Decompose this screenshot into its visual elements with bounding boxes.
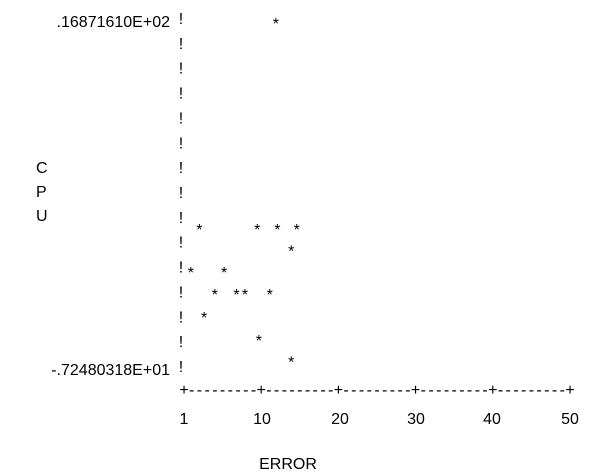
y-axis-mark: !	[179, 185, 183, 202]
x-axis-dash: -	[513, 382, 518, 399]
x-tick-label-5: 50	[561, 411, 579, 428]
x-tick-label-4: 40	[483, 411, 501, 428]
x-axis-dash: -	[282, 382, 287, 399]
data-point: *	[256, 333, 262, 350]
x-axis-dash: -	[374, 382, 379, 399]
x-axis-dash: -	[428, 382, 433, 399]
data-point: *	[254, 222, 260, 239]
data-point: *	[233, 287, 239, 304]
data-point: *	[274, 222, 280, 239]
x-axis-dash: -	[521, 382, 526, 399]
data-point: *	[288, 244, 294, 261]
y-axis-label-u: U	[36, 208, 48, 225]
x-axis-dash: -	[475, 382, 480, 399]
x-axis-dash: -	[498, 382, 503, 399]
x-axis-dash: -	[560, 382, 565, 399]
x-axis-dash: -	[452, 382, 457, 399]
y-axis-mark: !	[179, 235, 183, 252]
x-axis-tick-mark: +	[488, 382, 497, 399]
x-axis-dash: -	[343, 382, 348, 399]
x-axis-dash: -	[266, 382, 271, 399]
x-axis-dash: -	[552, 382, 557, 399]
x-axis-dash: -	[328, 382, 333, 399]
y-axis-mark: !	[179, 359, 183, 376]
x-axis-dash: -	[235, 382, 240, 399]
x-axis-dash: -	[529, 382, 534, 399]
x-axis-dash: -	[467, 382, 472, 399]
y-axis-mark: !	[179, 260, 183, 277]
x-axis-dash: -	[243, 382, 248, 399]
x-axis-dash: -	[421, 382, 426, 399]
y-axis-mark: !	[179, 309, 183, 326]
x-axis-dash: -	[251, 382, 256, 399]
x-axis-dash: -	[544, 382, 549, 399]
x-tick-label-3: 30	[407, 411, 425, 428]
x-tick-label-2: 20	[331, 411, 349, 428]
y-axis-mark: !	[179, 86, 183, 103]
x-axis-tick-mark: +	[565, 382, 574, 399]
x-axis-dash: -	[436, 382, 441, 399]
data-point: *	[267, 287, 273, 304]
x-axis-tick-mark: +	[257, 382, 266, 399]
x-axis-dash: -	[305, 382, 310, 399]
data-point: *	[212, 287, 218, 304]
y-axis-mark: !	[179, 110, 183, 127]
y-axis-mark: !	[179, 61, 183, 78]
x-axis-dash: -	[220, 382, 225, 399]
data-point: *	[201, 310, 207, 327]
y-axis-label-c: C	[36, 160, 48, 177]
x-tick-label-1: 10	[253, 411, 271, 428]
x-axis-tick-mark: +	[411, 382, 420, 399]
x-axis-tick-mark: +	[179, 382, 188, 399]
data-point: *	[242, 287, 248, 304]
x-axis-dash: -	[390, 382, 395, 399]
x-axis-dash: -	[506, 382, 511, 399]
data-point: *	[188, 265, 194, 282]
x-axis-dash: -	[313, 382, 318, 399]
y-axis: !!!!!!!!!!!!!!!	[179, 11, 183, 376]
x-axis-dash: -	[289, 382, 294, 399]
y-axis-mark: !	[179, 284, 183, 301]
x-axis-dash: -	[482, 382, 487, 399]
y-axis-mark: !	[179, 11, 183, 28]
data-point: *	[288, 355, 294, 372]
x-axis-dash: -	[197, 382, 202, 399]
y-axis-mark: !	[179, 160, 183, 177]
x-axis-dash: -	[189, 382, 194, 399]
x-axis-dash: -	[367, 382, 372, 399]
y-tick-label-bottom: -.72480318E+01	[51, 362, 170, 379]
x-axis-dash: -	[359, 382, 364, 399]
data-points: ** * * *** ** * * ****	[188, 16, 300, 372]
x-axis-dash: -	[536, 382, 541, 399]
x-axis-dash: -	[205, 382, 210, 399]
x-axis-dash: -	[320, 382, 325, 399]
y-tick-label-top: .16871610E+02	[57, 14, 171, 31]
x-axis-dash: -	[398, 382, 403, 399]
data-point: *	[294, 222, 300, 239]
y-axis-mark: !	[179, 36, 183, 53]
x-axis-dash: -	[405, 382, 410, 399]
x-axis-dash: -	[351, 382, 356, 399]
x-axis-label: ERROR	[259, 456, 317, 473]
x-axis-dash: -	[444, 382, 449, 399]
data-point: *	[273, 16, 279, 33]
x-axis-dash: -	[459, 382, 464, 399]
x-axis-dash: -	[228, 382, 233, 399]
data-point: *	[221, 265, 227, 282]
data-point: *	[196, 222, 202, 239]
x-axis-tick-mark: +	[334, 382, 343, 399]
x-axis-dash: -	[274, 382, 279, 399]
y-axis-mark: !	[179, 334, 183, 351]
x-axis-dash: -	[382, 382, 387, 399]
y-axis-label-p: P	[36, 184, 47, 201]
y-axis-mark: !	[179, 135, 183, 152]
x-axis: + - - - - - - - - - + - - - - - - - - - + - - - - - - - - - + - - - - - - - - -…	[179, 382, 574, 399]
x-tick-label-0: 1	[180, 411, 189, 428]
x-axis-dash: -	[297, 382, 302, 399]
x-axis-dash: -	[212, 382, 217, 399]
y-axis-mark: !	[179, 210, 183, 227]
